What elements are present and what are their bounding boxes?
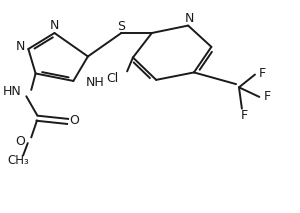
Text: F: F <box>264 90 271 104</box>
Text: HN: HN <box>2 85 21 98</box>
Text: S: S <box>117 20 125 33</box>
Text: CH₃: CH₃ <box>7 154 29 167</box>
Text: Cl: Cl <box>106 72 118 85</box>
Text: O: O <box>69 114 79 128</box>
Text: F: F <box>241 108 248 122</box>
Text: F: F <box>259 67 266 80</box>
Text: NH: NH <box>85 75 104 89</box>
Text: N: N <box>16 40 25 53</box>
Text: N: N <box>184 12 194 25</box>
Text: N: N <box>50 19 59 33</box>
Text: O: O <box>15 135 25 148</box>
